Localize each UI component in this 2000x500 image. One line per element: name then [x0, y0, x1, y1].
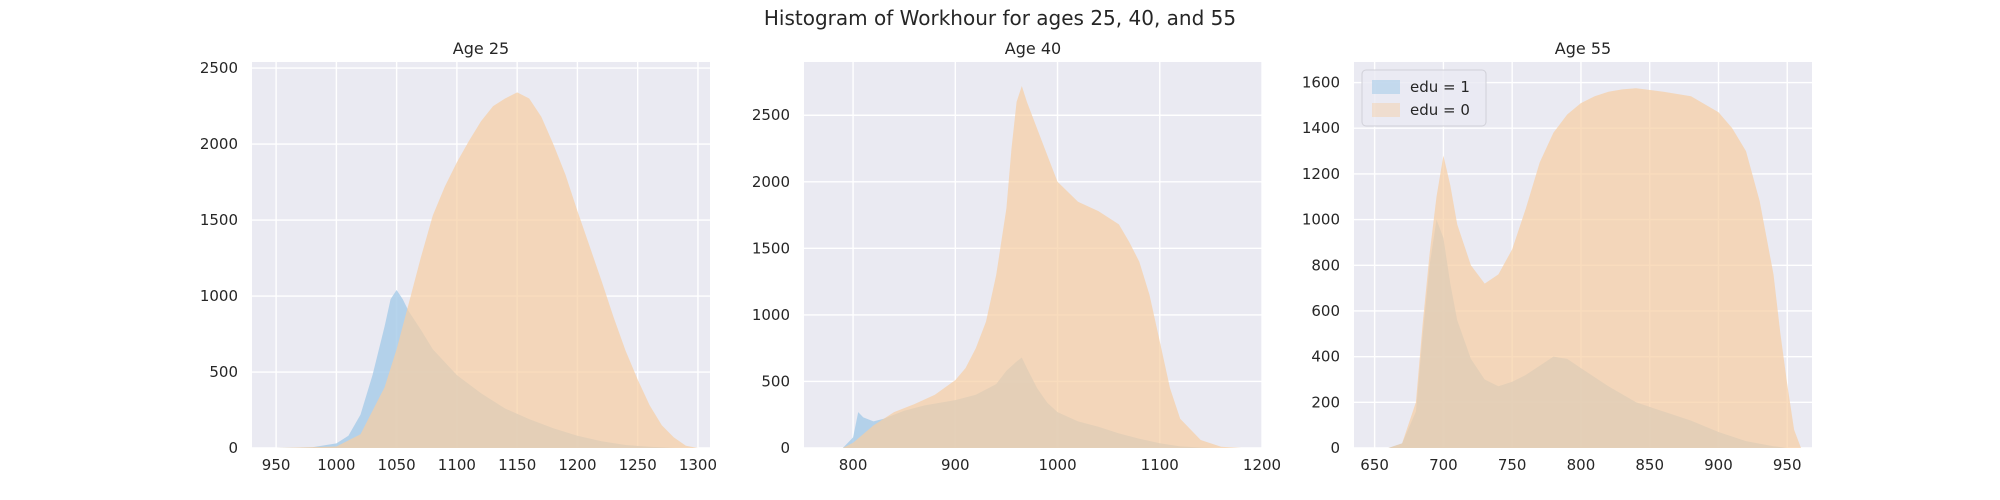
y-tick-label: 500 [209, 363, 238, 381]
legend-swatch-edu-1 [1372, 80, 1400, 94]
x-tick-label: 1200 [558, 456, 596, 474]
subplot-title: Age 40 [1005, 39, 1061, 58]
subplot-title: Age 25 [453, 39, 509, 58]
y-tick-label: 600 [1311, 302, 1340, 320]
x-tick-label: 1050 [378, 456, 416, 474]
y-tick-label: 1500 [752, 239, 790, 257]
x-tick-label: 650 [1360, 456, 1389, 474]
y-tick-label: 1500 [200, 211, 238, 229]
x-tick-label: 800 [839, 456, 868, 474]
figure-title: Histogram of Workhour for ages 25, 40, a… [763, 6, 1237, 30]
y-tick-label: 2000 [200, 135, 238, 153]
x-tick-label: 1000 [1038, 456, 1076, 474]
x-tick-label: 950 [262, 456, 291, 474]
y-tick-label: 1400 [1302, 119, 1340, 137]
x-tick-label: 850 [1635, 456, 1664, 474]
histogram-series-edu-0 [276, 92, 698, 449]
x-tick-label: 1100 [438, 456, 476, 474]
y-tick-label: 1600 [1302, 74, 1340, 92]
x-tick-label: 1200 [1243, 456, 1281, 474]
y-tick-label: 0 [228, 439, 238, 457]
y-tick-label: 0 [1330, 439, 1340, 457]
y-tick-label: 200 [1311, 393, 1340, 411]
histogram-series-edu-0 [1388, 88, 1801, 449]
chart-panel-2: 800 900 1000 1100 1200 0 500 1000 1500 2000 2500 Ag… [752, 39, 1281, 474]
x-tick-label: 1300 [679, 456, 717, 474]
y-tick-label: 2500 [752, 106, 790, 124]
y-tick-label: 500 [761, 372, 790, 390]
x-tick-label: 1100 [1141, 456, 1179, 474]
y-tick-label: 2000 [752, 173, 790, 191]
chart-panel-3: 650 700 750 800 850 900 950 0 200 400 600 800 1000 12… [1302, 39, 1812, 474]
x-tick-label: 800 [1567, 456, 1596, 474]
y-tick-label: 1200 [1302, 165, 1340, 183]
x-tick-label: 1150 [498, 456, 536, 474]
x-tick-label: 750 [1498, 456, 1527, 474]
y-tick-label: 800 [1311, 256, 1340, 274]
legend-label: edu = 0 [1410, 101, 1470, 119]
y-tick-label: 0 [780, 439, 790, 457]
x-tick-label: 900 [1704, 456, 1733, 474]
x-tick-label: 1000 [317, 456, 355, 474]
y-tick-label: 2500 [200, 59, 238, 77]
y-tick-label: 400 [1311, 348, 1340, 366]
y-tick-label: 1000 [200, 287, 238, 305]
histogram-series-edu-0 [842, 86, 1242, 448]
legend: edu = 1 edu = 0 [1361, 69, 1487, 127]
subplot-title: Age 55 [1555, 39, 1611, 58]
x-tick-label: 700 [1429, 456, 1458, 474]
legend-label: edu = 1 [1410, 78, 1470, 96]
chart-panel-1: 950 1000 1050 1100 1150 1200 1250 1300 0 500 1000 1… [200, 39, 717, 474]
y-tick-label: 1000 [752, 306, 790, 324]
y-tick-label: 1000 [1302, 211, 1340, 229]
x-tick-label: 900 [941, 456, 970, 474]
legend-swatch-edu-0 [1372, 103, 1400, 117]
x-tick-label: 1250 [619, 456, 657, 474]
x-tick-label: 950 [1773, 456, 1802, 474]
